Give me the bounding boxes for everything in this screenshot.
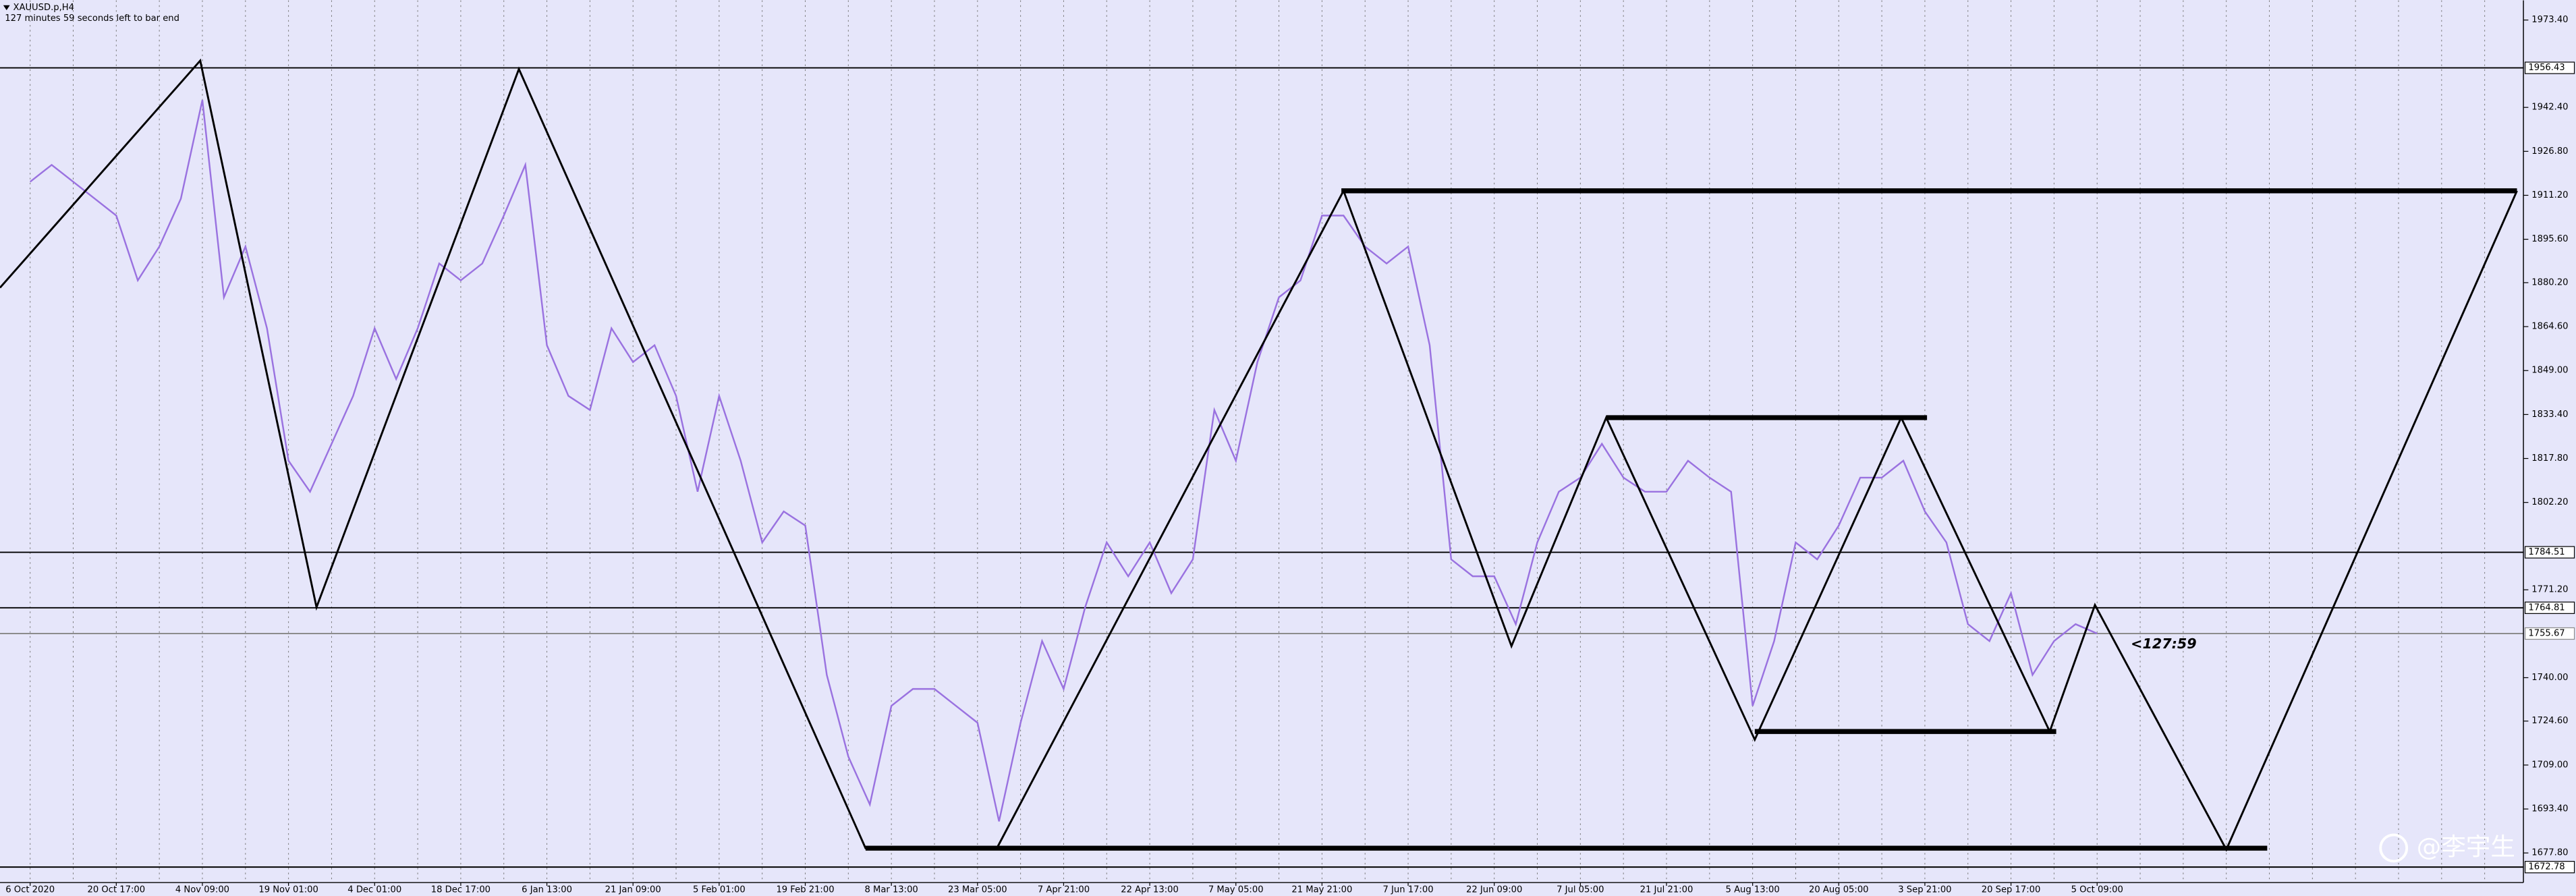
- price-level-box: [2524, 861, 2575, 874]
- y-tick-label: 1973.40: [2531, 15, 2568, 25]
- y-tick-label: 1677.80: [2531, 848, 2568, 858]
- symbol-menu-icon[interactable]: [3, 5, 10, 11]
- x-tick-label: 18 Dec 17:00: [431, 885, 491, 895]
- zigzag-line: [0, 58, 2518, 852]
- x-tick-label: 4 Nov 09:00: [175, 885, 229, 895]
- x-tick-label: 21 Jul 21:00: [1640, 885, 1693, 895]
- y-tick-label: 1926.80: [2531, 146, 2568, 157]
- price-level-box: [2524, 601, 2575, 614]
- y-tick-label: 1895.60: [2531, 234, 2568, 244]
- y-tick-label: 1911.20: [2531, 190, 2568, 200]
- y-tick-label: 1709.00: [2531, 760, 2568, 770]
- y-tick-label: 1942.40: [2531, 103, 2568, 113]
- price-level-label: 1764.81: [2528, 603, 2565, 613]
- price-line: [29, 100, 2098, 822]
- x-tick-label: 7 Apr 21:00: [1038, 885, 1090, 895]
- countdown-label: <127:59: [2131, 636, 2197, 652]
- price-level-box: [2524, 546, 2575, 559]
- x-tick-label: 20 Aug 05:00: [1809, 885, 1869, 895]
- x-tick-label: 21 Jan 09:00: [605, 885, 661, 895]
- y-tick-label: 1817.80: [2531, 453, 2568, 464]
- y-tick-label: 1724.60: [2531, 716, 2568, 726]
- price-level-label: 1672.78: [2528, 862, 2565, 872]
- y-tick-label: 1833.40: [2531, 410, 2568, 420]
- x-tick-label: 5 Oct 09:00: [2071, 885, 2123, 895]
- x-tick-label: 7 Jul 05:00: [1557, 885, 1604, 895]
- x-tick-label: 22 Apr 13:00: [1121, 885, 1179, 895]
- price-level-box: [2524, 627, 2575, 640]
- plot: [0, 58, 2524, 868]
- x-tick-label: 6 Oct 2020: [5, 885, 55, 895]
- x-tick-label: 23 Mar 05:00: [948, 885, 1007, 895]
- y-tick-label: 1849.00: [2531, 366, 2568, 376]
- x-tick-label: 22 Jun 09:00: [1466, 885, 1522, 895]
- watermark-logo: [2379, 833, 2409, 863]
- x-tick-label: 20 Oct 17:00: [88, 885, 146, 895]
- x-tick-label: 7 May 05:00: [1208, 885, 1264, 895]
- watermark: @李宇生: [2379, 832, 2515, 863]
- x-tick-label: 8 Mar 13:00: [865, 885, 918, 895]
- price-level-label: 1755.67: [2528, 628, 2565, 638]
- x-tick-label: 4 Dec 01:00: [347, 885, 401, 895]
- x-tick-label: 21 May 21:00: [1291, 885, 1352, 895]
- x-tick-label: 3 Sep 21:00: [1898, 885, 1951, 895]
- x-tick-label: 6 Jan 13:00: [522, 885, 572, 895]
- y-tick-label: 1693.40: [2531, 804, 2568, 814]
- x-tick-label: 20 Sep 17:00: [1982, 885, 2041, 895]
- x-tick-label: 5 Aug 13:00: [1726, 885, 1780, 895]
- y-tick-label: 1864.60: [2531, 322, 2568, 332]
- price-level-label: 1784.51: [2528, 547, 2565, 557]
- price-level-box: [2524, 61, 2575, 74]
- symbol-title: XAUUSD.p,H4: [13, 3, 74, 13]
- y-tick-label: 1771.20: [2531, 585, 2568, 595]
- y-tick-label: 1802.20: [2531, 497, 2568, 507]
- x-tick-label: 19 Nov 01:00: [258, 885, 318, 895]
- x-tick-label: 7 Jun 17:00: [1383, 885, 1434, 895]
- y-tick-label: 1880.20: [2531, 277, 2568, 287]
- x-tick-label: 5 Feb 01:00: [693, 885, 746, 895]
- x-tick-label: 19 Feb 21:00: [776, 885, 834, 895]
- watermark-text: @李宇生: [2417, 832, 2515, 861]
- y-tick-label: 1740.00: [2531, 673, 2568, 683]
- bar-timer: 127 minutes 59 seconds left to bar end: [5, 13, 179, 24]
- price-level-label: 1956.43: [2528, 63, 2565, 73]
